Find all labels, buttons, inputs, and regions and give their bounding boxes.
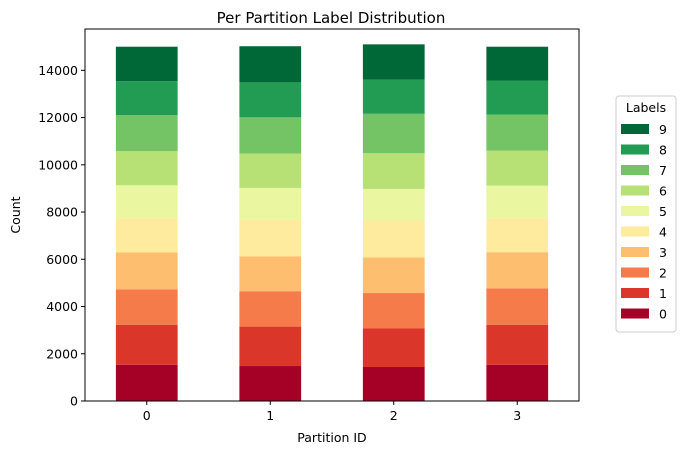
y-tick-label: 14000 [38, 63, 78, 78]
y-tick-label: 2000 [46, 346, 78, 361]
legend-swatch-8 [621, 144, 649, 155]
legend-title: Labels [626, 100, 666, 115]
bar-partition-2-label-8 [362, 79, 425, 114]
bar-partition-2-label-7 [362, 113, 425, 154]
bar-partition-1-label-2 [239, 291, 302, 327]
plot-frame [84, 28, 580, 402]
legend-items: 9 8 7 6 5 4 3 2 1 0 [621, 122, 667, 322]
x-axis: 0 1 2 3 [143, 401, 521, 423]
y-axis-label: Count [8, 196, 23, 233]
x-tick-label: 0 [143, 408, 151, 423]
y-tick-label: 12000 [38, 110, 78, 125]
legend-label-8: 8 [659, 143, 667, 158]
y-tick-label: 6000 [46, 252, 78, 267]
bar-partition-3-label-1 [486, 324, 549, 365]
bar-partition-0-label-7 [115, 115, 178, 152]
bar-partition-1-label-0 [239, 366, 302, 401]
bar-partition-0-label-8 [115, 81, 178, 116]
bar-partition-2-label-1 [362, 328, 425, 367]
bar-partition-1-label-3 [239, 256, 302, 292]
legend-swatch-7 [621, 165, 649, 175]
bar-partition-1-label-8 [239, 82, 302, 118]
legend-label-1: 1 [659, 286, 667, 301]
bar-partition-0-label-0 [115, 364, 178, 401]
legend-label-5: 5 [659, 204, 667, 219]
bar-partition-1-label-7 [239, 117, 302, 154]
legend-label-6: 6 [659, 184, 667, 199]
y-tick-label: 8000 [46, 205, 78, 220]
y-tick-label: 10000 [38, 157, 78, 172]
bar-partition-2-label-4 [362, 220, 425, 258]
y-tick-label: 4000 [46, 299, 78, 314]
bars-group [115, 44, 549, 401]
x-axis-label: Partition ID [297, 430, 366, 445]
bar-partition-2-label-9 [362, 44, 425, 80]
bar-partition-0-label-4 [115, 218, 178, 253]
legend-swatch-4 [621, 226, 649, 237]
bar-partition-3-label-6 [486, 150, 549, 186]
bar-partition-1-label-1 [239, 326, 302, 367]
bar-partition-2-label-2 [362, 293, 425, 329]
legend-label-3: 3 [659, 245, 667, 260]
bar-partition-1-label-4 [239, 219, 302, 257]
legend-label-4: 4 [659, 225, 667, 240]
y-axis: 0 2000 4000 6000 8000 10000 12000 14000 [38, 63, 85, 409]
legend-swatch-9 [621, 124, 649, 134]
legend-swatch-1 [621, 288, 649, 298]
bar-partition-0-label-2 [115, 289, 178, 325]
legend-swatch-5 [621, 206, 649, 216]
bar-partition-2-label-0 [362, 366, 425, 401]
bar-partition-0-label-5 [115, 185, 178, 219]
bar-partition-0-label-9 [115, 46, 178, 82]
legend-swatch-6 [621, 185, 649, 196]
bar-partition-3-label-7 [486, 114, 549, 151]
y-tick-label: 0 [70, 394, 78, 409]
bar-partition-3-label-0 [486, 364, 549, 401]
legend-label-9: 9 [659, 122, 667, 137]
bar-partition-2-label-3 [362, 257, 425, 294]
bar-partition-0-label-1 [115, 324, 178, 365]
bar-partition-3-label-4 [486, 218, 549, 253]
legend-swatch-2 [621, 267, 649, 278]
x-tick-label: 3 [513, 408, 521, 423]
x-tick-label: 1 [266, 408, 274, 423]
bar-partition-3-label-5 [486, 185, 549, 219]
bar-partition-3-label-8 [486, 80, 549, 115]
chart-title: Per Partition Label Distribution [217, 9, 446, 27]
bar-partition-3-label-3 [486, 252, 549, 289]
bar-partition-1-label-5 [239, 187, 302, 220]
bar-partition-1-label-6 [239, 153, 302, 188]
bar-partition-0-label-3 [115, 252, 178, 290]
legend-swatch-0 [621, 308, 649, 319]
bar-partition-2-label-6 [362, 153, 425, 189]
bar-partition-0-label-6 [115, 151, 178, 186]
legend-label-0: 0 [659, 307, 667, 322]
legend: Labels 9 8 7 6 5 4 3 2 1 0 [615, 95, 677, 333]
bar-partition-1-label-9 [239, 46, 302, 83]
legend-label-7: 7 [659, 163, 667, 178]
bar-partition-3-label-2 [486, 288, 549, 325]
legend-swatch-3 [621, 247, 649, 257]
legend-label-2: 2 [659, 266, 667, 281]
bar-partition-3-label-9 [486, 46, 549, 81]
bar-partition-2-label-5 [362, 188, 425, 221]
x-tick-label: 2 [390, 408, 398, 423]
